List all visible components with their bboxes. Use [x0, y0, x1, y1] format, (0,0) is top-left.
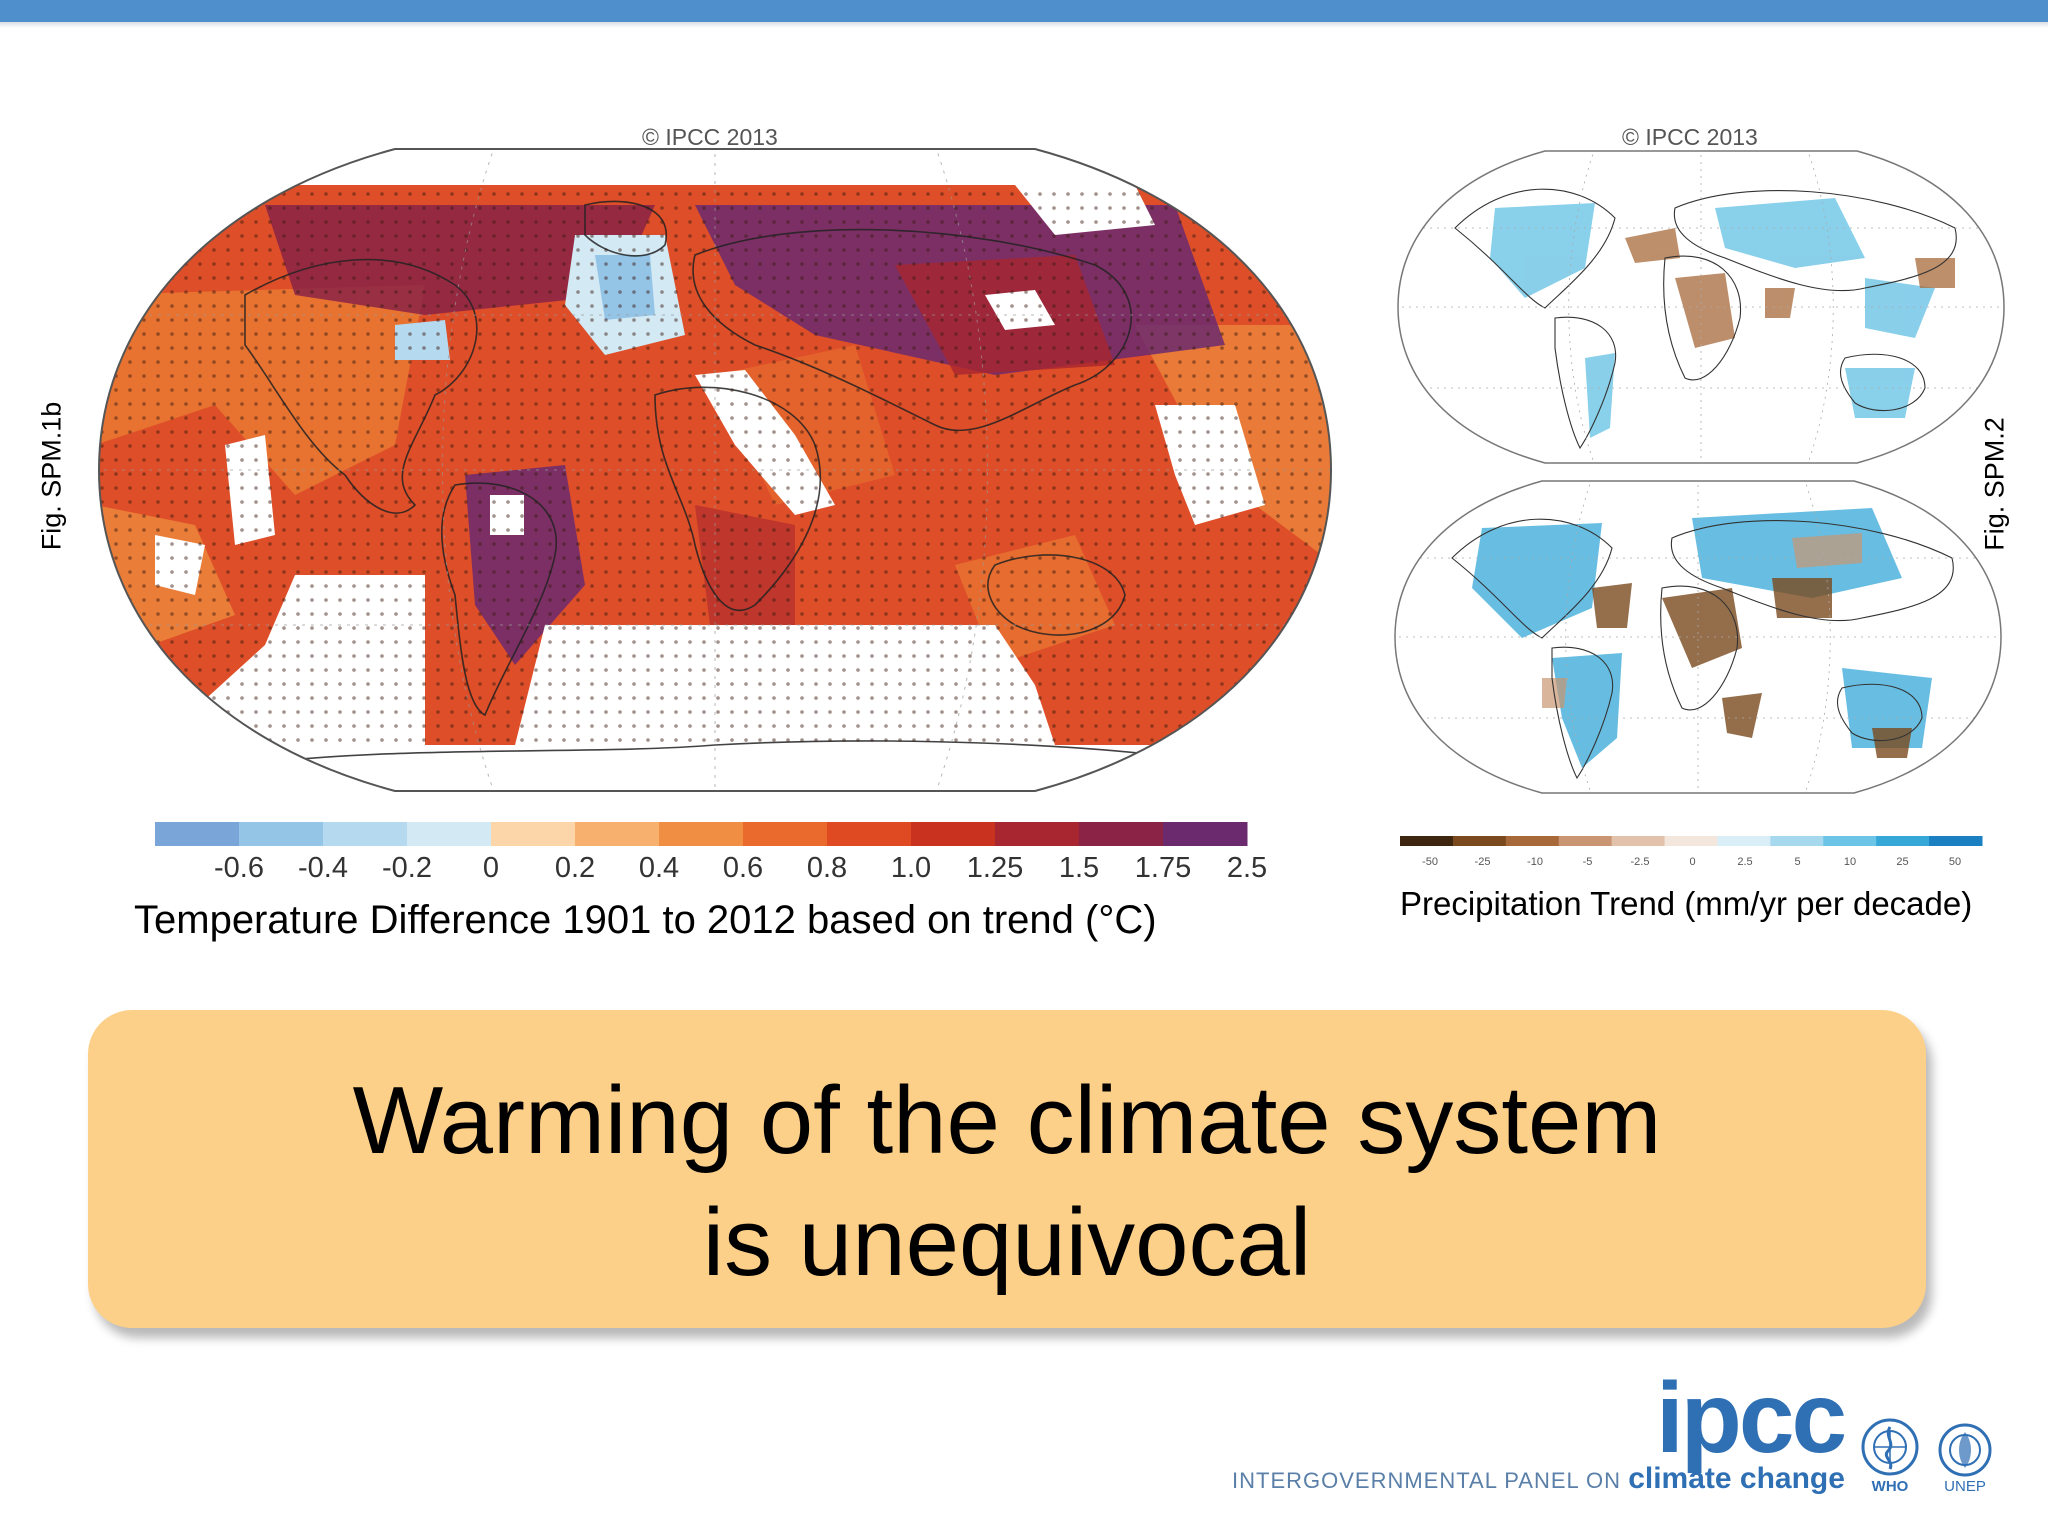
precipitation-colorbar-swatch — [1400, 836, 1454, 846]
precipitation-colorbar-swatch — [1452, 836, 1507, 846]
temperature-tick-label: 0.8 — [806, 852, 848, 884]
precipitation-tick-label: -5 — [1582, 856, 1593, 868]
precipitation-tick-label: -50 — [1422, 856, 1438, 868]
temperature-tick-label: 0.2 — [554, 852, 596, 884]
left-copyright: © IPCC 2013 — [642, 124, 778, 150]
who-emblem-icon — [1861, 1418, 1919, 1476]
ipcc-caption-suffix: climate change — [1628, 1462, 1845, 1495]
precipitation-tick-label: 25 — [1896, 856, 1909, 868]
precipitation-tick-label: -2.5 — [1630, 856, 1650, 868]
temperature-colorbar-swatch — [827, 822, 912, 846]
unep-emblem-icon — [1938, 1423, 1992, 1477]
temperature-tick-label: 2.5 — [1226, 852, 1268, 884]
temperature-colorbar-swatch — [911, 822, 996, 846]
headline-line-2: is unequivocal — [702, 1189, 1312, 1296]
precipitation-tick-label: 10 — [1843, 856, 1857, 868]
precipitation-colorbar-swatch — [1770, 836, 1824, 846]
temperature-tick-label: 0 — [482, 852, 500, 884]
right-copyright: © IPCC 2013 — [1622, 124, 1758, 150]
precipitation-colorbar-swatch — [1717, 836, 1771, 846]
temperature-colorbar-swatch — [1163, 822, 1248, 846]
headline-banner: Warming of the climate system is unequiv… — [88, 1010, 1926, 1328]
temperature-tick-label: -0.6 — [214, 852, 264, 884]
precipitation-tick-label: -25 — [1474, 856, 1491, 868]
precipitation-colorbar-swatch — [1558, 836, 1613, 846]
temperature-colorbar-swatch — [323, 822, 408, 846]
who-label: WHO — [1871, 1478, 1909, 1495]
precipitation-colorbar-swatch — [1876, 836, 1930, 846]
temperature-tick-label: 1.25 — [966, 852, 1024, 884]
temperature-colorbar-swatch — [239, 822, 324, 846]
temperature-colorbar-swatch — [407, 822, 492, 846]
precipitation-tick-label: 50 — [1948, 856, 1962, 868]
precipitation-colorbar-swatch — [1664, 836, 1718, 846]
temperature-colorbar-swatch — [995, 822, 1080, 846]
temperature-axis-label: Temperature Difference 1901 to 2012 base… — [134, 898, 1157, 942]
temperature-colorbar-swatch — [491, 822, 576, 846]
precipitation-map-bottom — [1394, 480, 2002, 794]
temperature-tick-label: 1.0 — [890, 852, 932, 884]
unep-label: UNEP — [1944, 1478, 1986, 1495]
headline-text: Warming of the climate system is unequiv… — [88, 1060, 1926, 1304]
left-fig-label: Fig. SPM.1b — [36, 401, 67, 551]
precipitation-tick-label: -10 — [1527, 856, 1543, 868]
temperature-colorbar-swatch — [1079, 822, 1164, 846]
temperature-tick-label: 0.4 — [638, 852, 680, 884]
temperature-tick-label: 1.5 — [1058, 852, 1100, 884]
ipcc-caption-prefix: INTERGOVERNMENTAL PANEL ON — [1232, 1468, 1622, 1493]
temperature-colorbar-swatch — [155, 822, 240, 846]
precipitation-colorbar-swatch — [1823, 836, 1877, 846]
headline-line-1: Warming of the climate system — [352, 1067, 1662, 1174]
temperature-tick-label: 0.6 — [722, 852, 764, 884]
precipitation-axis-label: Precipitation Trend (mm/yr per decade) — [1400, 885, 1973, 922]
precipitation-colorbar-swatch — [1505, 836, 1560, 846]
temperature-tick-label: -0.4 — [298, 852, 348, 884]
precipitation-colorbar-swatch — [1611, 836, 1666, 846]
temperature-colorbar — [155, 822, 1248, 846]
ipcc-logo: ipcc — [1656, 1362, 1847, 1474]
precipitation-tick-label: 5 — [1794, 856, 1801, 868]
precipitation-tick-label: 2.5 — [1737, 856, 1753, 868]
precipitation-tick-label: 0 — [1689, 856, 1696, 868]
top-accent-bar — [0, 0, 2048, 22]
temperature-colorbar-swatch — [659, 822, 744, 846]
temperature-tick-label: -0.2 — [382, 852, 432, 884]
top-bar-shadow — [0, 22, 2048, 28]
temperature-colorbar-swatch — [743, 822, 828, 846]
temperature-colorbar-swatch — [575, 822, 660, 846]
temperature-tick-label: 1.75 — [1134, 852, 1192, 884]
precipitation-map-top — [1397, 150, 2005, 464]
temperature-map — [97, 148, 1333, 792]
precipitation-colorbar — [1400, 836, 1983, 846]
precipitation-colorbar-swatch — [1929, 836, 1983, 846]
ipcc-caption: INTERGOVERNMENTAL PANEL ON climate chang… — [1232, 1462, 1845, 1496]
